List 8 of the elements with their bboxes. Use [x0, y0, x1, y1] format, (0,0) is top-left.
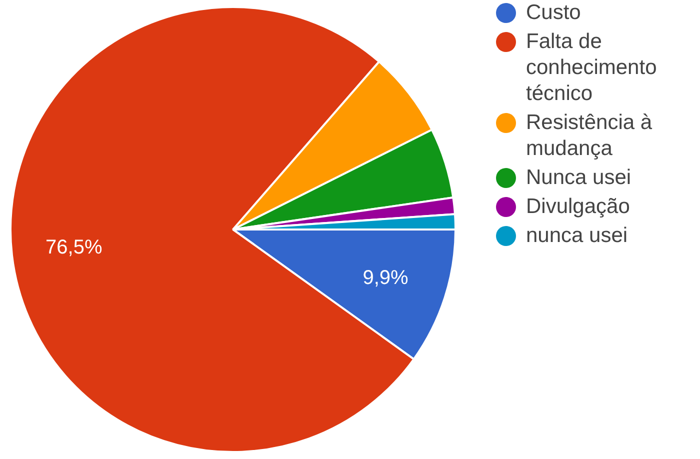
- legend-label: Custo: [526, 0, 581, 26]
- legend-label: Falta de conhecimento técnico: [526, 29, 658, 107]
- legend-label: Divulgação: [526, 194, 630, 220]
- data-label: 76,5%: [46, 236, 102, 259]
- data-label: 9,9%: [362, 267, 409, 290]
- legend-label: Resistência à mudança: [526, 110, 654, 162]
- legend-label: Nunca usei: [526, 165, 632, 191]
- legend-label: nunca usei: [526, 223, 628, 249]
